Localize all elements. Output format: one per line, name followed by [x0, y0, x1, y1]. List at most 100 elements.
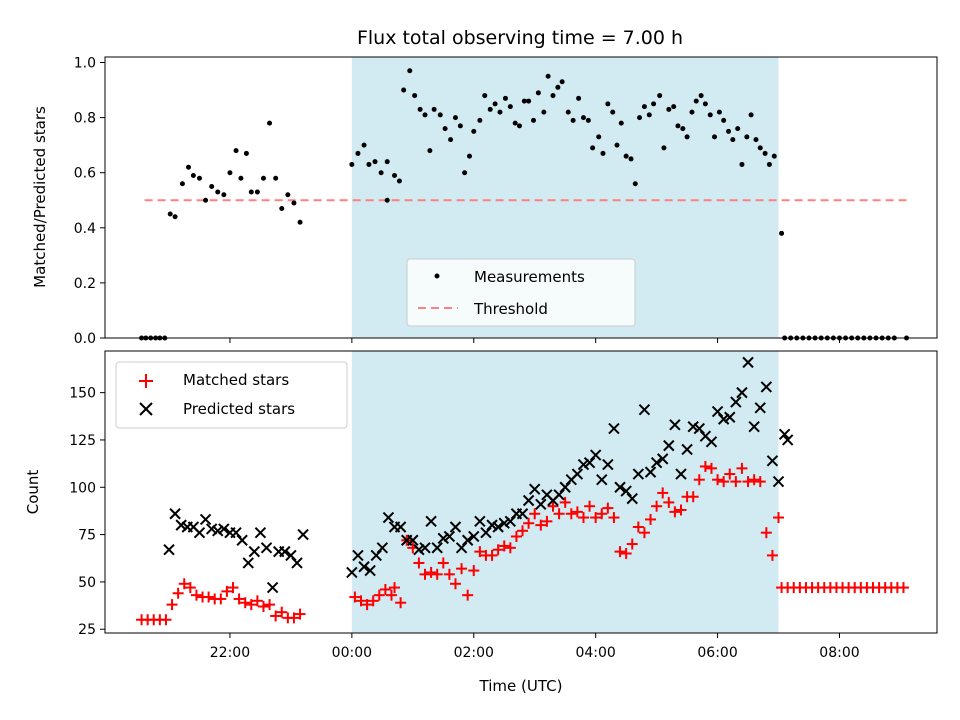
measurement-point: [596, 134, 602, 140]
measurement-point: [209, 183, 215, 189]
predicted-star-point: [443, 530, 456, 543]
measurement-point: [238, 175, 244, 181]
predicted-star-point: [596, 473, 608, 486]
predicted-star-point: [376, 542, 389, 554]
matched-star-point: [760, 527, 772, 539]
matched-star-point: [425, 566, 437, 578]
measurement-point: [748, 112, 754, 118]
predicted-star-point: [693, 422, 705, 435]
matched-star-point: [270, 610, 282, 622]
predicted-star-point: [705, 436, 718, 448]
measurement-point: [684, 134, 690, 140]
matched-star-point: [221, 585, 233, 597]
y-tick-label: 0.8: [74, 111, 96, 127]
matched-star-point: [190, 589, 202, 601]
matched-star-point: [718, 476, 730, 488]
predicted-star-point: [650, 456, 663, 469]
predicted-star-point: [553, 489, 565, 501]
predicted-star-point: [407, 534, 419, 546]
measurement-point: [716, 109, 722, 115]
predicted-star-point: [254, 526, 267, 539]
measurement-point: [735, 126, 741, 132]
predicted-star-point: [474, 515, 486, 528]
matched-star-point: [355, 595, 367, 607]
measurement-point: [565, 109, 571, 115]
predicted-star-point: [297, 528, 309, 541]
measurement-point: [227, 170, 233, 176]
y-tick-label: 125: [69, 433, 96, 449]
predicted-star-point: [248, 545, 261, 558]
matched-star-point: [736, 462, 748, 474]
matched-star-point: [675, 504, 687, 516]
predicted-star-point: [370, 549, 382, 562]
predicted-star-point: [669, 419, 681, 431]
predicted-star-point: [626, 492, 638, 505]
matched-star-point: [724, 468, 736, 480]
measurement-point: [628, 156, 634, 162]
matched-star-point: [443, 568, 455, 580]
matched-star-point: [449, 578, 461, 590]
matched-star-point: [251, 595, 263, 607]
measurement-point: [384, 159, 390, 165]
y-tick-label: 150: [69, 386, 96, 402]
predicted-star-point: [242, 557, 254, 569]
predicted-star-point: [279, 545, 291, 558]
measurement-point: [349, 161, 355, 167]
measurement-point: [512, 120, 518, 126]
measurement-point: [762, 150, 768, 156]
matched-star-point: [663, 496, 675, 508]
matched-star-point: [184, 582, 196, 594]
top-legend-box: [406, 258, 636, 327]
measurement-point: [707, 112, 713, 118]
predicted-star-point: [559, 481, 571, 493]
predicted-star-point: [614, 481, 626, 493]
measurement-point: [590, 145, 596, 151]
predicted-star-point: [504, 515, 517, 528]
measurement-point: [641, 104, 647, 110]
measurement-point: [260, 175, 266, 181]
predicted-star-point: [230, 526, 242, 539]
y-tick-label: 100: [69, 480, 96, 496]
matched-star-point: [257, 601, 269, 613]
measurement-point: [721, 117, 727, 123]
measurement-point: [535, 90, 541, 96]
measurement-point: [651, 101, 657, 107]
predicted-star-point: [602, 458, 614, 471]
predicted-star-point: [419, 542, 431, 554]
predicted-star-point: [754, 402, 766, 414]
measurement-points: [139, 68, 910, 341]
matched-star-point: [510, 530, 522, 542]
matched-star-point: [577, 512, 589, 524]
predicted-star-point: [657, 453, 669, 465]
count-points: [136, 356, 909, 626]
measurement-point: [466, 153, 472, 159]
measurement-point: [297, 219, 303, 225]
measurement-point: [462, 170, 468, 176]
predicted-star-point: [535, 498, 547, 511]
matched-star-point: [373, 589, 385, 601]
y-tick-label: 25: [78, 622, 96, 638]
predicted-star-point: [346, 566, 358, 579]
matched-star-point: [239, 597, 251, 609]
measurement-point: [757, 145, 763, 151]
measurement-point: [366, 161, 372, 167]
matched-star-point: [456, 563, 468, 575]
predicted-star-point: [681, 443, 693, 456]
y-tick-label: 0.0: [74, 331, 96, 347]
predicted-star-point: [730, 396, 742, 408]
matched-star-point: [766, 549, 778, 561]
x-tick-label: 04:00: [575, 645, 615, 661]
measurement-point: [771, 153, 777, 159]
matched-star-point: [172, 587, 184, 599]
measurement-point: [502, 95, 508, 101]
predicted-star-point: [778, 428, 791, 440]
measurement-point: [417, 106, 423, 112]
matched-star-point: [608, 512, 620, 524]
measurement-point: [702, 101, 708, 107]
matched-star-point: [638, 527, 650, 539]
matched-star-point: [517, 525, 529, 537]
matched-star-point: [529, 508, 541, 520]
matched-star-point: [498, 540, 510, 552]
measurement-point: [243, 150, 249, 156]
